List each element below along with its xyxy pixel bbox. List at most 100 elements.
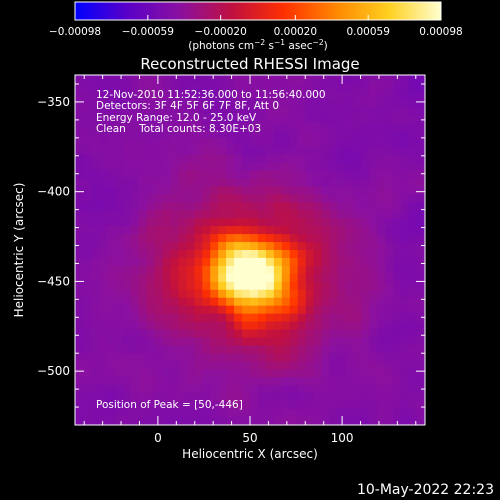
heatmap-cell [106,226,116,235]
heatmap-cell [162,401,172,410]
heatmap-cell [122,337,132,347]
heatmap-cell [289,90,299,100]
heatmap-cell [377,377,386,386]
heatmap-cell [289,98,299,108]
heatmap-cell [162,114,172,124]
heatmap-cell [361,313,370,323]
heatmap-cell [170,265,179,275]
heatmap-cell [401,297,410,307]
heatmap-cell [178,234,187,243]
heatmap-cell [98,82,108,92]
heatmap-cell [122,146,132,156]
heatmap-cell [82,265,92,275]
heatmap-cell [273,146,283,156]
heatmap-cell [194,210,203,219]
heatmap-cell [417,218,425,227]
heatmap-cell [202,202,211,211]
heatmap-cell [122,273,132,283]
heatmap-cell [417,130,425,140]
heatmap-cell [345,106,354,116]
heatmap-cell [82,234,92,243]
heatmap-cell [250,321,259,331]
heatmap-cell [98,122,108,132]
heatmap-cell [385,321,394,331]
heatmap-cell [138,90,148,100]
heatmap-cell [377,369,386,378]
heatmap-cell [250,98,259,108]
heatmap-cell [106,377,116,386]
heatmap-cell [265,377,275,386]
heatmap-cell [265,297,275,307]
heatmap-cell [130,154,140,164]
heatmap-cell [305,297,315,307]
heatmap-cell [146,377,156,386]
heatmap-cell [273,409,283,418]
heatmap-cell [353,353,362,362]
heatmap-cell [170,242,179,251]
heatmap-cell [257,178,267,187]
heatmap-cell [337,409,347,418]
heatmap-cell [138,313,148,323]
heatmap-cell [273,377,283,386]
heatmap-cell [305,361,315,370]
heatmap-cell [265,345,275,354]
heatmap-cell [130,313,140,323]
heatmap-cell [90,353,100,362]
heatmap-cell [170,162,179,172]
heatmap-cell [393,281,402,291]
heatmap-cell [234,305,243,315]
heatmap-cell [305,377,315,386]
heatmap-cell [417,178,425,187]
heatmap-cell [226,289,235,299]
heatmap-cell [369,114,378,124]
heatmap-cell [138,218,148,227]
heatmap-cell [122,321,132,331]
heatmap-cell [130,345,140,354]
heatmap-cell [337,385,347,394]
heatmap-cell [361,162,370,172]
heatmap-cell [337,210,347,219]
heatmap-cell [417,377,425,386]
heatmap-cell [329,417,339,425]
heatmap-cell [401,146,410,156]
heatmap-cell [122,353,132,362]
heatmap-cell [281,409,291,418]
heatmap-cell [321,146,331,156]
heatmap-cell [345,194,354,203]
heatmap-cell [305,138,315,148]
heatmap-cell [210,114,219,124]
heatmap-cell [337,281,347,291]
heatmap-cell [337,273,347,283]
heatmap-cell [242,106,251,116]
heatmap-cell [385,401,394,410]
heatmap-cell [218,82,227,92]
heatmap-cell [186,369,195,378]
heatmap-cell [337,353,347,362]
heatmap-cell [289,154,299,164]
heatmap-cell [369,281,378,291]
heatmap-cell [257,393,267,402]
heatmap-cell [393,329,402,339]
heatmap-cell [162,138,172,148]
heatmap-cell [265,265,275,275]
heatmap-cell [210,321,219,331]
heatmap-cell [90,170,100,179]
heatmap-cell [114,345,124,354]
heatmap-cell [337,257,347,267]
heatmap-cell [401,345,410,354]
heatmap-cell [75,82,84,92]
heatmap-cell [257,281,267,291]
heatmap-cell [401,226,410,235]
heatmap-cell [257,234,267,243]
heatmap-cell [289,329,299,339]
heatmap-cell [257,82,267,92]
heatmap-cell [257,417,267,425]
heatmap-cell [385,273,394,283]
heatmap-cell [361,226,370,235]
heatmap-cell [353,369,362,378]
heatmap-cell [257,257,267,267]
heatmap-cell [297,178,307,187]
heatmap-cell [257,321,267,331]
heatmap-cell [369,75,378,84]
heatmap-cell [130,257,140,267]
